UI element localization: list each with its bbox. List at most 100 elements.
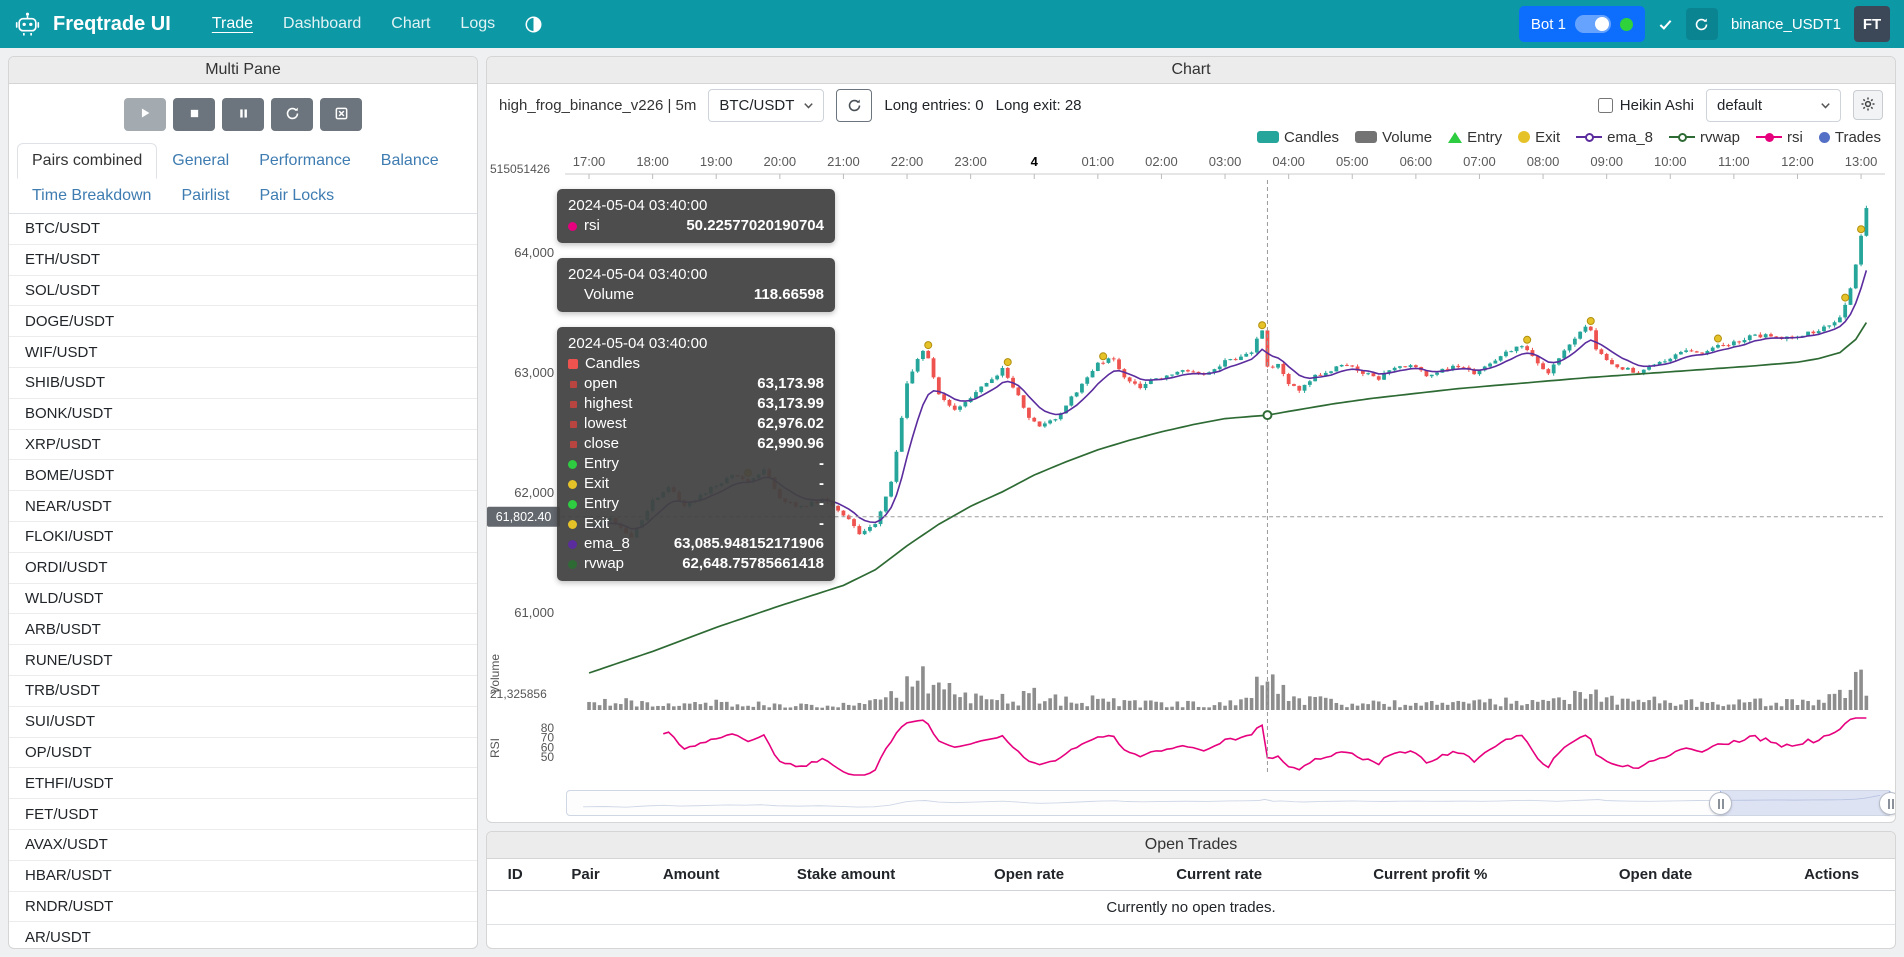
pair-list-item[interactable]: BONK/USDT: [9, 399, 477, 430]
nav-item-trade[interactable]: Trade: [211, 15, 254, 32]
tab-balance[interactable]: Balance: [380, 152, 439, 169]
bot-toggle[interactable]: [1574, 15, 1611, 33]
svg-text:60: 60: [541, 740, 555, 754]
legend-item-rvwap[interactable]: rvwap: [1669, 129, 1740, 146]
heikin-ashi-toggle[interactable]: Heikin Ashi: [1597, 97, 1694, 114]
long-exit-count: Long exit: 28: [995, 96, 1082, 114]
pair-list-item[interactable]: SHIB/USDT: [9, 368, 477, 399]
pair-list-item[interactable]: XRP/USDT: [9, 430, 477, 461]
zoom-handle-left[interactable]: [1709, 792, 1732, 815]
app-title: Freqtrade UI: [53, 12, 171, 35]
chart-zoom-navigator[interactable]: [566, 790, 1895, 816]
exit-circle-icon: [1518, 131, 1531, 143]
legend-item-trades[interactable]: Trades: [1818, 128, 1881, 146]
time-axis: 17:00 18:00 19:00 20:00 21:00 22:00 23:00 4 01:0…: [565, 154, 1885, 179]
column-header-actions: Actions: [1768, 859, 1895, 891]
start-button[interactable]: [124, 98, 166, 131]
legend-item-volume[interactable]: Volume: [1355, 129, 1432, 146]
column-header-open-date: Open date: [1542, 859, 1769, 891]
drag-handle-icon: [1887, 798, 1894, 809]
pair-list-item[interactable]: DOGE/USDT: [9, 306, 477, 338]
bot-online-dot: [1619, 17, 1633, 31]
tab-time-breakdown[interactable]: Time Breakdown: [32, 187, 152, 204]
svg-text:61,000: 61,000: [514, 605, 554, 620]
pair-select[interactable]: BTC/USDT: [708, 88, 825, 122]
svg-text:12:00: 12:00: [1781, 154, 1814, 169]
pair-list-item[interactable]: BTC/USDT: [9, 214, 477, 245]
legend-item-entry[interactable]: Entry: [1448, 129, 1502, 146]
pair-list-item[interactable]: FET/USDT: [9, 799, 477, 830]
reload-config-button[interactable]: [271, 98, 313, 131]
pair-list-item[interactable]: BOME/USDT: [9, 460, 477, 492]
svg-text:80: 80: [541, 721, 555, 735]
pair-list-item[interactable]: ARB/USDT: [9, 614, 477, 646]
tab-pairlist[interactable]: Pairlist: [181, 187, 230, 204]
pair-list-item[interactable]: SUI/USDT: [9, 707, 477, 738]
legend-item-ema_8[interactable]: ema_8: [1576, 129, 1653, 146]
cancel-icon: [334, 106, 349, 124]
tab-general[interactable]: General: [172, 152, 230, 169]
tab-pair-locks[interactable]: Pair Locks: [259, 187, 335, 204]
zoom-window[interactable]: [1720, 791, 1890, 815]
svg-text:70: 70: [541, 731, 555, 745]
play-icon: [138, 106, 152, 123]
pair-list-item[interactable]: ORDI/USDT: [9, 553, 477, 584]
svg-text:11:00: 11:00: [1718, 154, 1750, 169]
svg-text:21,325856: 21,325856: [490, 687, 547, 701]
multi-pane-header: Multi Pane: [9, 57, 477, 84]
tab-pairs-combined[interactable]: Pairs combined: [17, 143, 158, 179]
stop-icon: [188, 107, 201, 123]
nav-item-dashboard[interactable]: Dashboard: [283, 15, 362, 32]
pause-button[interactable]: [222, 98, 264, 131]
pair-list-item[interactable]: NEAR/USDT: [9, 491, 477, 522]
tab-performance[interactable]: Performance: [259, 152, 351, 169]
pair-list-item[interactable]: SOL/USDT: [9, 276, 477, 307]
pair-list-item[interactable]: OP/USDT: [9, 738, 477, 769]
avatar[interactable]: FT: [1854, 6, 1890, 42]
stop-button[interactable]: [173, 98, 215, 131]
heikin-ashi-checkbox[interactable]: [1597, 97, 1613, 113]
svg-text:10:00: 10:00: [1654, 154, 1687, 169]
legend-item-exit[interactable]: Exit: [1518, 129, 1560, 146]
nav-item-logs[interactable]: Logs: [460, 15, 496, 32]
nav-item-chart[interactable]: Chart: [391, 15, 431, 32]
plot-settings-button[interactable]: [1853, 90, 1883, 120]
svg-text:62,000: 62,000: [514, 485, 554, 500]
pair-list-item[interactable]: RUNE/USDT: [9, 645, 477, 676]
pair-list-item[interactable]: RNDR/USDT: [9, 892, 477, 923]
trades-dot-icon: [1818, 131, 1830, 143]
bot-selector[interactable]: Bot 1: [1518, 6, 1645, 42]
force-exit-button[interactable]: [320, 98, 362, 131]
column-header-pair: Pair: [543, 859, 628, 891]
plot-config-select[interactable]: default: [1706, 88, 1841, 122]
pair-list-item[interactable]: TRB/USDT: [9, 676, 477, 707]
pair-list-item[interactable]: HBAR/USDT: [9, 861, 477, 892]
pair-list-item[interactable]: WIF/USDT: [9, 337, 477, 368]
zoom-handle-right[interactable]: [1879, 792, 1895, 815]
legend-label: Trades: [1834, 128, 1881, 146]
pair-list-item[interactable]: AR/USDT: [9, 922, 477, 948]
navbar: Freqtrade UI Trade Dashboard Chart Logs Bot…: [0, 0, 1904, 48]
chart-refresh-button[interactable]: [836, 88, 873, 122]
chart-plot-area[interactable]: 17:00 18:00 19:00 20:00 21:00 22:00 23:00 4 01:0…: [487, 148, 1895, 788]
pair-list-item[interactable]: ETHFI/USDT: [9, 768, 477, 800]
svg-text:04:00: 04:00: [1272, 154, 1305, 169]
legend-item-rsi[interactable]: rsi: [1756, 129, 1803, 146]
chevron-down-icon: [1819, 99, 1832, 112]
pair-list-item[interactable]: FLOKI/USDT: [9, 522, 477, 553]
pair-list-item[interactable]: ETH/USDT: [9, 245, 477, 276]
gear-icon: [1860, 96, 1876, 115]
multi-pane-panel: Multi Pane Pairs combined General Performa…: [8, 56, 478, 949]
svg-text:06:00: 06:00: [1400, 154, 1433, 169]
drag-handle-icon: [1717, 798, 1724, 809]
pair-list-item[interactable]: WLD/USDT: [9, 584, 477, 615]
global-refresh-button[interactable]: [1685, 8, 1718, 40]
svg-text:23:00: 23:00: [954, 154, 987, 169]
legend-item-candles[interactable]: Candles: [1257, 129, 1339, 146]
svg-text:08:00: 08:00: [1527, 154, 1560, 169]
theme-toggle-icon[interactable]: [524, 15, 543, 34]
svg-text:17:00: 17:00: [573, 154, 606, 169]
column-header-id: ID: [487, 859, 544, 891]
ema_8-line-icon: [1576, 131, 1603, 144]
pair-list-item[interactable]: AVAX/USDT: [9, 830, 477, 861]
